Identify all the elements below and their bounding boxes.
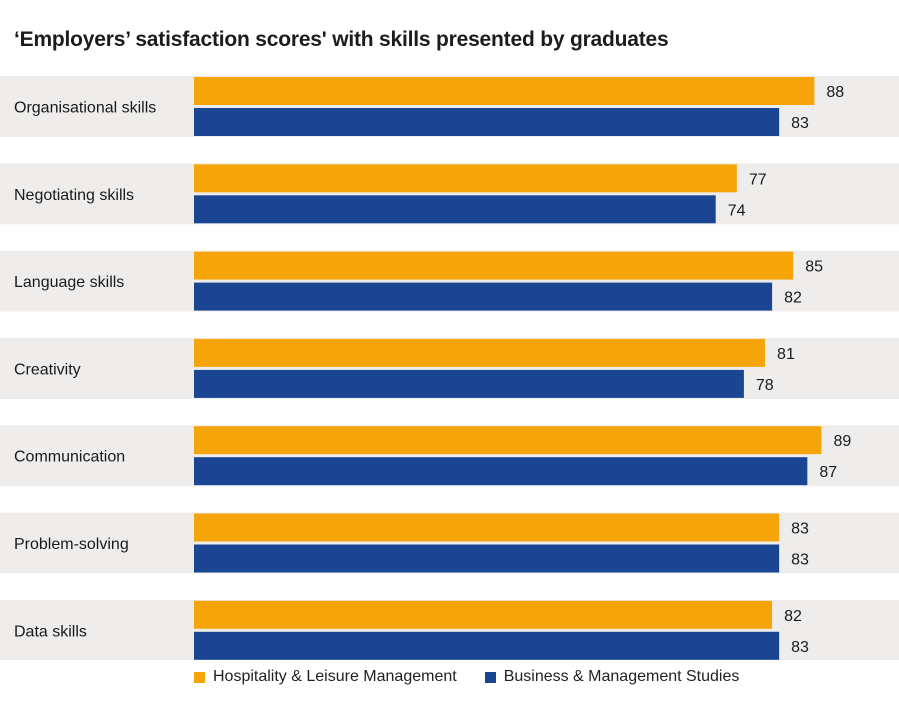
bar-data-skills-business	[194, 631, 780, 660]
category-label-problem-solving: Problem-solving	[14, 536, 129, 553]
category-label-data-skills: Data skills	[14, 623, 87, 640]
category-label-negotiating-skills: Negotiating skills	[14, 187, 134, 204]
data-label-language-skills-hospitality: 85	[805, 259, 823, 276]
data-label-organisational-skills-hospitality: 88	[826, 84, 844, 101]
bar-problem-solving-business	[194, 544, 780, 573]
bar-creativity-business	[194, 369, 744, 398]
data-label-data-skills-hospitality: 82	[784, 608, 802, 625]
data-label-creativity-business: 78	[756, 377, 774, 394]
data-label-data-skills-business: 83	[791, 639, 809, 656]
legend-label-hospitality: Hospitality & Leisure Management	[213, 668, 457, 685]
bar-negotiating-skills-business	[194, 195, 716, 224]
data-label-negotiating-skills-business: 74	[728, 202, 746, 219]
data-label-communication-hospitality: 89	[833, 433, 851, 450]
bar-problem-solving-hospitality	[194, 513, 780, 542]
bar-communication-business	[194, 457, 808, 486]
data-label-negotiating-skills-hospitality: 77	[749, 171, 767, 188]
category-label-creativity: Creativity	[14, 361, 81, 378]
legend-item-business: Business & Management Studies	[484, 668, 740, 686]
data-label-problem-solving-business: 83	[791, 552, 809, 569]
category-label-organisational-skills: Organisational skills	[14, 100, 156, 117]
category-label-communication: Communication	[14, 449, 125, 466]
bar-data-skills-hospitality	[194, 600, 773, 629]
legend-swatch-hospitality	[194, 671, 205, 683]
legend-item-hospitality: Hospitality & Leisure Management	[194, 668, 457, 686]
data-label-communication-business: 87	[819, 464, 837, 481]
data-label-organisational-skills-business: 83	[791, 115, 809, 132]
category-label-language-skills: Language skills	[14, 274, 124, 291]
data-label-language-skills-business: 82	[784, 290, 802, 307]
bar-negotiating-skills-hospitality	[194, 164, 737, 193]
bar-language-skills-hospitality	[194, 251, 794, 280]
legend: Hospitality & Leisure Management Busines…	[194, 668, 739, 686]
bar-language-skills-business	[194, 282, 773, 311]
legend-label-business: Business & Management Studies	[503, 668, 740, 685]
bar-chart: Organisational skills 88 83 Negotiating ski…	[0, 76, 899, 660]
bar-creativity-hospitality	[194, 338, 766, 367]
data-label-creativity-hospitality: 81	[777, 346, 795, 363]
data-label-problem-solving-hospitality: 83	[791, 521, 809, 538]
bar-organisational-skills-hospitality	[194, 77, 815, 105]
bar-organisational-skills-business	[194, 108, 780, 136]
bar-communication-hospitality	[194, 426, 822, 455]
legend-swatch-business	[484, 671, 496, 683]
chart-title: ‘Employers’ satisfaction scores' with sk…	[14, 28, 669, 51]
